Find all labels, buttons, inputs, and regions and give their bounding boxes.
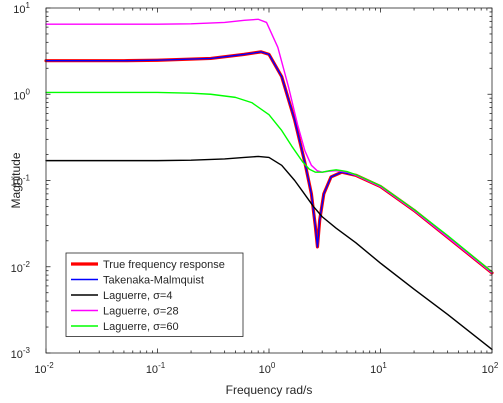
legend-label-2: Laguerre, σ=4: [103, 290, 172, 302]
series-line-2: [45, 155, 493, 351]
x-tick-label: 101: [370, 361, 387, 376]
y-tick-label: 101: [13, 1, 30, 16]
legend: True frequency response Takenaka-Malmquis…: [65, 252, 244, 337]
x-tick-label: 100: [259, 361, 276, 376]
x-tick-label: 10-1: [146, 361, 166, 376]
ticks-layer: [45, 7, 493, 354]
y-tick-label: 10-3: [11, 346, 31, 361]
x-axis-label: Frequency rad/s: [226, 383, 313, 397]
legend-label-4: Laguerre, σ=60: [103, 321, 179, 333]
y-axis-label: Magnitude: [9, 152, 23, 208]
y-tick-label: 10-1: [11, 174, 31, 189]
y-tick-label: 100: [13, 87, 30, 102]
x-tick-label: 102: [482, 361, 499, 376]
legend-label-3: Laguerre, σ=28: [103, 306, 179, 318]
legend-label-0: True frequency response: [103, 259, 225, 271]
y-tick-label: 10-2: [11, 260, 31, 275]
legend-label-1: Takenaka-Malmquist: [103, 275, 204, 287]
series-line-4: [45, 91, 493, 273]
series-layer: [44, 18, 494, 351]
x-tick-label: 10-2: [34, 361, 54, 376]
